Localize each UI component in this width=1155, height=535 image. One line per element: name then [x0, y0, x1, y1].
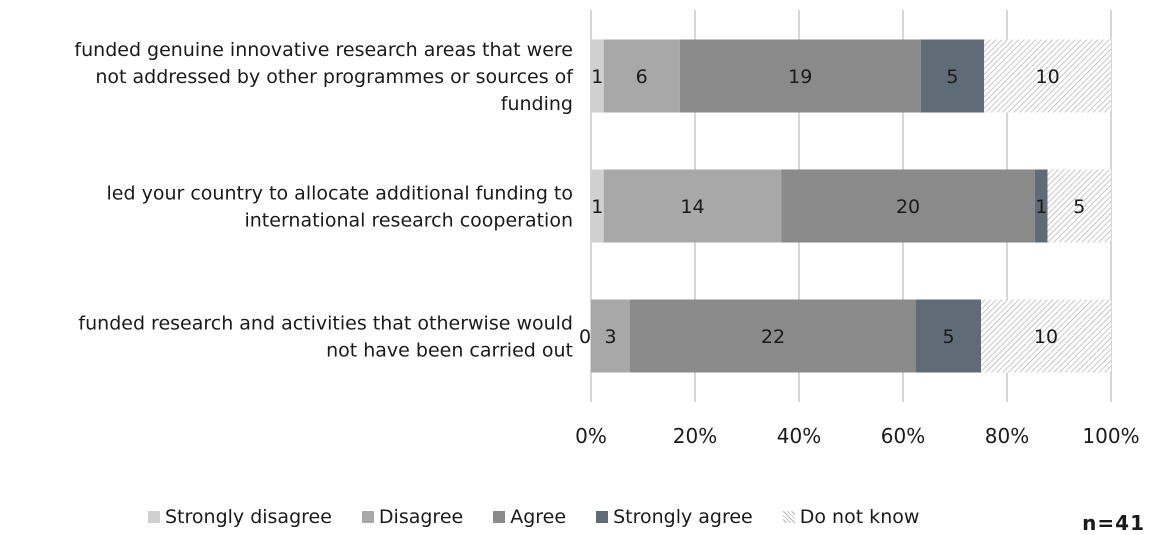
data-label-strongly-agree: 5	[942, 326, 954, 348]
bar-segment-strongly-agree	[1034, 169, 1048, 243]
sample-size-note: n=41	[1082, 511, 1145, 535]
data-label-do-not-know: 10	[1034, 326, 1058, 348]
legend-swatch	[493, 511, 506, 523]
x-tick-label: 80%	[985, 424, 1029, 448]
legend-swatch	[148, 511, 160, 523]
bar-segment-strongly-agree	[920, 39, 985, 113]
legend-swatch	[596, 511, 609, 523]
bar-segment-disagree	[591, 299, 630, 373]
data-label-disagree: 14	[680, 196, 704, 218]
data-label-agree: 19	[788, 66, 812, 88]
x-axis-tick-labels: 0% 20% 40% 60% 80% 100%	[575, 424, 1139, 448]
legend-item-strongly-agree: Strongly agree	[596, 506, 753, 528]
legend-label: Do not know	[799, 506, 920, 528]
data-label-agree: 22	[761, 326, 785, 348]
category-label: funded research and activities that othe…	[78, 313, 573, 362]
data-label-disagree: 3	[604, 326, 616, 348]
bar-segment-do-not-know	[984, 39, 1111, 113]
stacked-bar-chart: 1 6 19 5 10 1 14 20 1 5 0 3 22 5 10 funded genuine inn…	[74, 10, 1140, 448]
bar-segment-agree	[679, 39, 921, 113]
data-label-do-not-know: 5	[1073, 196, 1085, 218]
data-label-strongly-agree: 5	[946, 66, 958, 88]
x-tick-label: 0%	[575, 424, 607, 448]
bar-segment-disagree	[603, 39, 680, 113]
legend-item-agree: Agree	[493, 506, 566, 528]
bar-segment-strongly-agree	[916, 299, 981, 373]
category-label: funded genuine innovative research areas…	[74, 39, 574, 115]
bar-segment-strongly-disagree	[591, 169, 604, 243]
legend-label: Strongly disagree	[165, 506, 332, 528]
bar-segment-agree	[781, 169, 1035, 243]
data-label-strongly-agree: 1	[1035, 196, 1047, 218]
legend-swatch	[782, 511, 795, 523]
x-tick-label: 100%	[1082, 424, 1139, 448]
legend-label: Agree	[510, 506, 567, 528]
x-tick-label: 60%	[881, 424, 925, 448]
data-label-do-not-know: 10	[1035, 66, 1059, 88]
data-label-disagree: 6	[636, 66, 648, 88]
bars: 1 6 19 5 10 1 14 20 1 5 0 3 22 5 10	[579, 39, 1111, 373]
bar-segment-strongly-disagree	[591, 39, 604, 113]
category-labels: funded genuine innovative research areas…	[74, 39, 574, 362]
category-label: led your country to allocate additional …	[107, 183, 573, 232]
legend-swatch	[361, 511, 374, 523]
legend-item-strongly-disagree: Strongly disagree	[148, 506, 332, 528]
legend-label: Disagree	[378, 506, 464, 528]
legend-item-disagree: Disagree	[361, 506, 464, 528]
data-label-strongly-disagree: 1	[591, 66, 603, 88]
legend: Strongly disagree Disagree Agree Strongly a…	[148, 506, 949, 528]
bar-segment-do-not-know	[981, 299, 1111, 373]
data-label-strongly-disagree: 0	[579, 326, 591, 348]
data-label-agree: 20	[896, 196, 920, 218]
x-tick-label: 20%	[673, 424, 717, 448]
legend-label: Strongly agree	[613, 506, 753, 528]
legend-item-do-not-know: Do not know	[782, 506, 920, 528]
bar-segment-disagree	[603, 169, 782, 243]
x-tick-label: 40%	[777, 424, 821, 448]
bar-segment-do-not-know	[1047, 169, 1111, 243]
bar-segment-agree	[630, 299, 916, 373]
data-label-strongly-disagree: 1	[591, 196, 603, 218]
